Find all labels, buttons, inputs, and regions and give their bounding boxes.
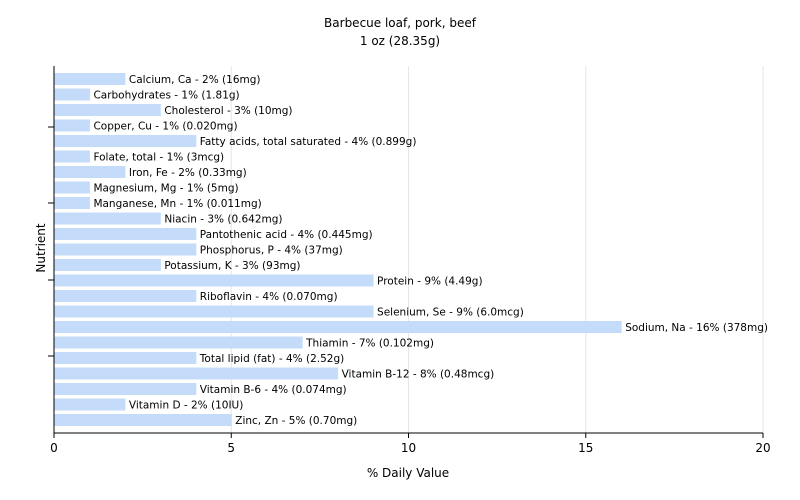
x-tick-label: 5	[227, 441, 235, 455]
bar	[54, 135, 197, 147]
bar	[54, 352, 197, 364]
chart-title: Barbecue loaf, pork, beef	[324, 16, 477, 30]
bar	[54, 274, 374, 287]
x-tick-label: 0	[50, 441, 58, 455]
bar	[54, 228, 197, 240]
y-axis-label: Nutrient	[34, 223, 48, 273]
bar	[54, 104, 161, 116]
bar	[54, 181, 90, 194]
bar	[54, 321, 622, 333]
bar	[54, 367, 339, 380]
bar-label: Riboflavin - 4% (0.070mg)	[200, 291, 338, 303]
bars: Calcium, Ca - 2% (16mg) Carbohydrates - 1…	[54, 73, 768, 427]
bar-label: Cholesterol - 3% (10mg)	[164, 105, 292, 117]
bar-label: Pantothenic acid - 4% (0.445mg)	[200, 229, 373, 241]
chart-subtitle: 1 oz (28.35g)	[360, 34, 440, 48]
bar	[54, 383, 197, 395]
x-tick-label: 20	[755, 441, 770, 455]
bar-label: Total lipid (fat) - 4% (2.52g)	[199, 353, 344, 365]
bar	[54, 290, 197, 302]
bar	[54, 243, 197, 256]
bar	[54, 73, 126, 85]
bar-label: Fatty acids, total saturated - 4% (0.899…	[200, 136, 417, 148]
bar-label: Protein - 9% (4.49g)	[377, 276, 483, 288]
axes: 0 5 10 15 20	[48, 66, 771, 455]
bar-label: Copper, Cu - 1% (0.020mg)	[93, 121, 237, 133]
bar-label: Magnesium, Mg - 1% (5mg)	[93, 183, 238, 195]
bar-label: Zinc, Zn - 5% (0.70mg)	[235, 415, 357, 427]
bar-label: Vitamin B-12 - 8% (0.48mcg)	[342, 369, 495, 381]
bar	[54, 259, 161, 271]
bar	[54, 398, 126, 411]
bar-label: Carbohydrates - 1% (1.81g)	[93, 90, 239, 102]
x-tick-label: 15	[578, 441, 593, 455]
bar	[54, 88, 90, 101]
bar-label: Thiamin - 7% (0.102mg)	[305, 338, 434, 350]
bar-label: Vitamin B-6 - 4% (0.074mg)	[200, 384, 347, 396]
bar-label: Selenium, Se - 9% (6.0mcg)	[377, 307, 524, 319]
bar-label: Iron, Fe - 2% (0.33mg)	[129, 167, 247, 179]
bar	[54, 197, 90, 209]
bar-label: Calcium, Ca - 2% (16mg)	[129, 74, 261, 86]
bar	[54, 119, 90, 132]
bar-label: Sodium, Na - 16% (378mg)	[625, 322, 768, 334]
bar	[54, 305, 374, 318]
x-tick-label: 10	[401, 441, 416, 455]
bar	[54, 150, 90, 163]
bar	[54, 166, 126, 178]
bar-label: Vitamin D - 2% (10IU)	[129, 400, 243, 412]
bar	[54, 212, 161, 225]
bar	[54, 336, 303, 349]
bar-label: Potassium, K - 3% (93mg)	[164, 260, 300, 272]
bar-label: Manganese, Mn - 1% (0.011mg)	[93, 198, 261, 210]
bar	[54, 414, 232, 426]
bar-label: Niacin - 3% (0.642mg)	[164, 214, 282, 226]
bar-label: Phosphorus, P - 4% (37mg)	[200, 245, 343, 257]
x-axis-label: % Daily Value	[367, 466, 449, 480]
bar-label: Folate, total - 1% (3mcg)	[93, 152, 224, 164]
